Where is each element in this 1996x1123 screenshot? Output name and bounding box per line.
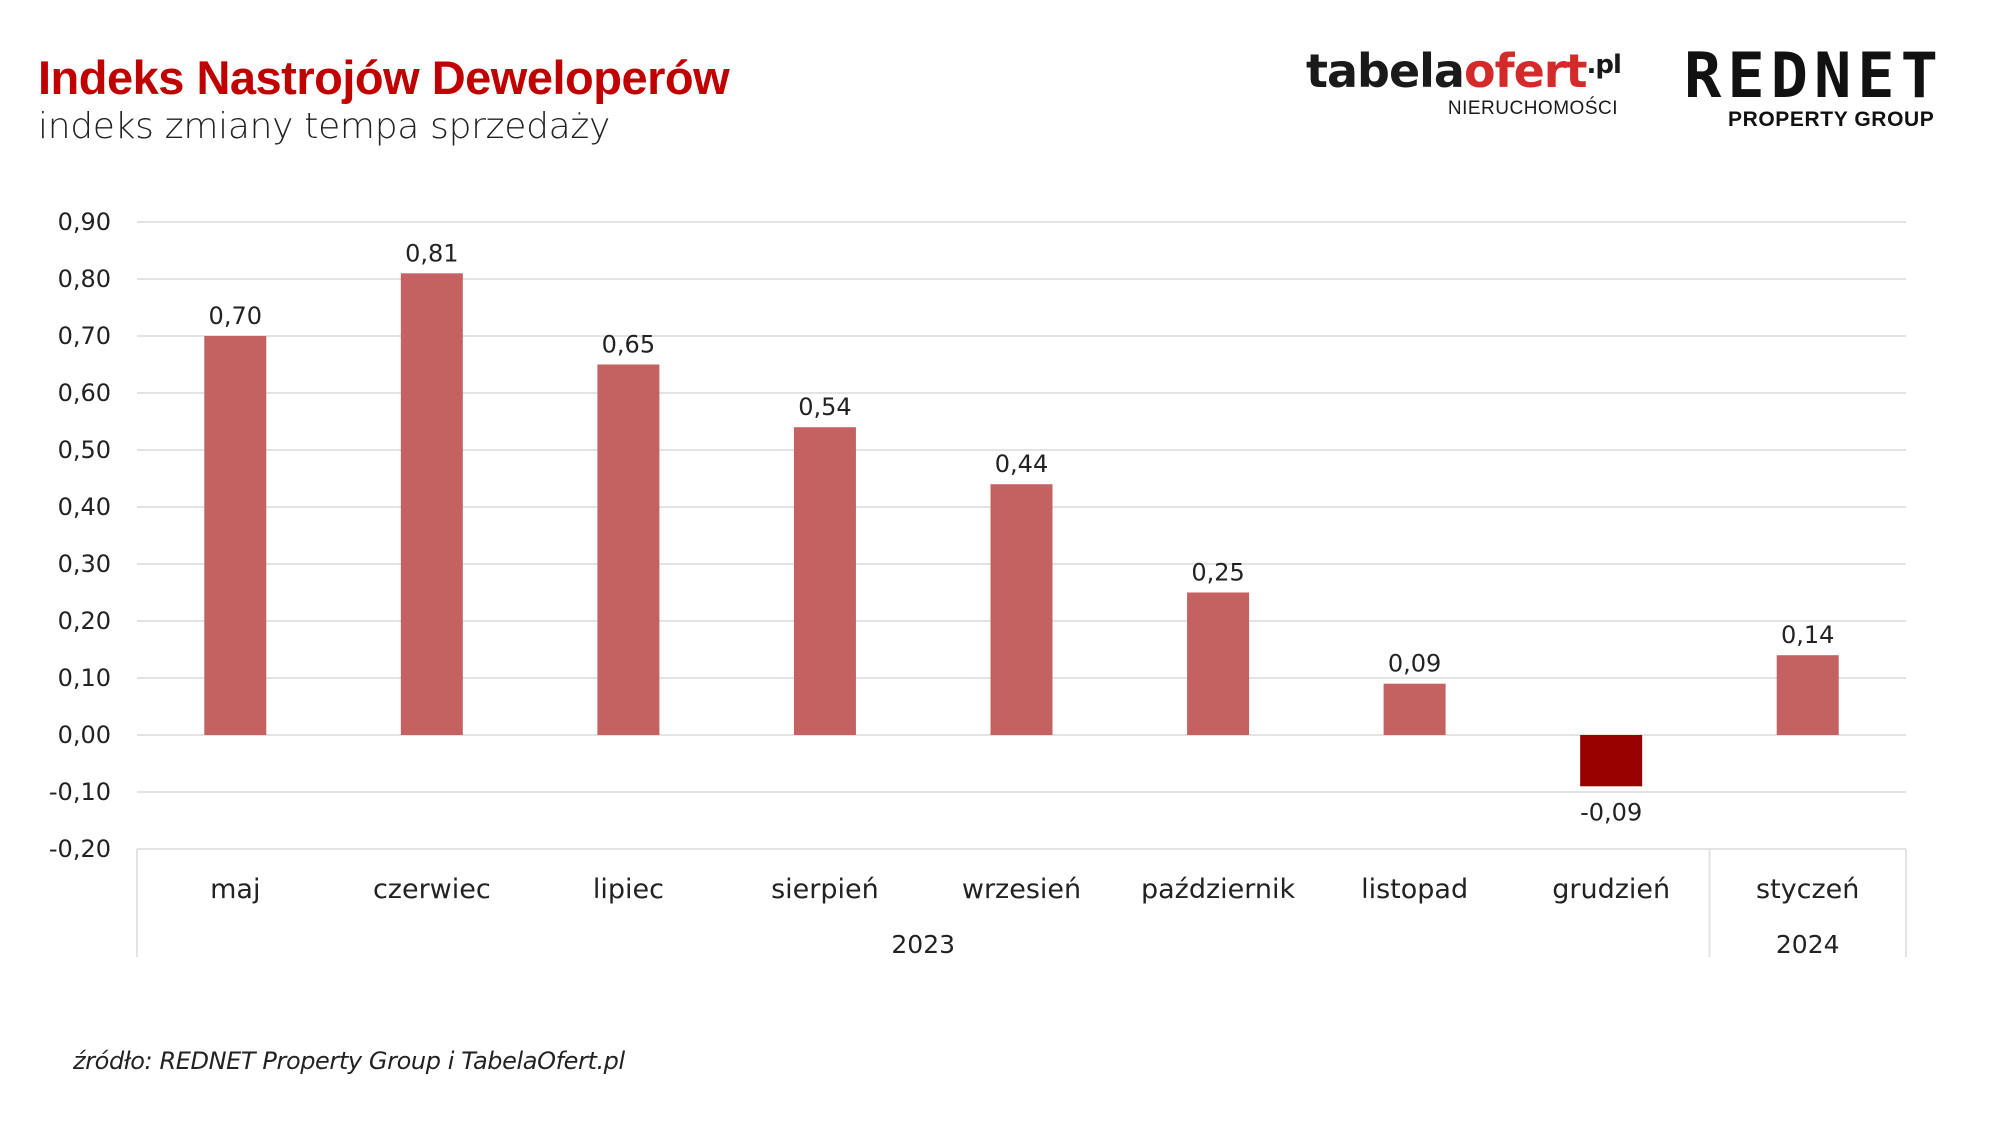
source-note: źródło: REDNET Property Group i TabelaOf… [73,1047,625,1075]
bar-wrzesień [990,484,1053,735]
category-label: grudzień [1552,874,1670,905]
tabelaofert-suffix: .pl [1586,50,1621,80]
bar-grudzień [1580,735,1643,787]
y-tick-label: 0,60 [58,379,111,407]
data-labels: 0,70 0,81 0,65 0,54 0,44 0,25 0,09 -0,09 0,14 [209,239,1835,826]
y-tick-label: 0,20 [58,607,111,635]
category-label: styczeń [1756,874,1859,905]
y-tick-label: -0,10 [49,778,111,806]
bar-styczeń [1776,655,1839,735]
y-tick-label: 0,50 [58,436,111,464]
bar-sierpień [793,427,856,735]
tabelaofert-red-text: ofert [1463,44,1587,98]
data-label: 0,44 [995,450,1048,478]
category-label: maj [210,874,260,905]
x-axis: maj czerwiec lipiec sierpień wrzesień paździe… [136,848,1907,959]
y-tick-label: 0,30 [58,550,111,578]
rednet-logo: REDNET PROPERTY GROUP [1680,44,1980,134]
tabelaofert-dark-text: tabela [1306,44,1465,98]
category-label: lipiec [593,874,664,905]
data-label: 0,09 [1388,650,1441,678]
chart-subtitle: indeks zmiany tempa sprzedaży [38,106,611,147]
y-tick-label: 0,00 [58,721,111,749]
bar-maj [204,336,267,735]
y-tick-label: 0,10 [58,664,111,692]
data-label: 0,14 [1781,621,1834,649]
category-label: sierpień [771,874,879,905]
tabelaofert-wordmark: tabelaofert.pl [1306,44,1622,98]
y-axis: 0,90 0,80 0,70 0,60 0,50 0,40 0,30 0,20 0,10 0,00… [49,208,111,863]
data-label: 0,70 [209,302,262,330]
chart-title: Indeks Nastrojów Deweloperów [38,51,730,104]
rednet-tagline: PROPERTY GROUP [1728,108,1935,131]
tabelaofert-tagline: NIERUCHOMOŚCI [1447,98,1618,119]
rednet-wordmark: REDNET [1684,39,1944,112]
year-group-label: 2024 [1776,930,1840,959]
data-label: 0,54 [798,393,851,421]
data-label: 0,25 [1191,559,1244,587]
bar-lipiec [597,364,660,735]
y-tick-label: 0,80 [58,265,111,293]
bar-październik [1187,592,1250,735]
category-label: czerwiec [373,874,491,905]
tabelaofert-logo: tabelaofert.pl NIERUCHOMOŚCI [1300,44,1630,130]
data-label: 0,81 [405,239,458,267]
bars [204,273,1839,787]
y-tick-label: -0,20 [49,835,111,863]
y-tick-label: 0,70 [58,322,111,350]
bar-listopad [1383,683,1446,735]
bar-czerwiec [400,273,463,735]
data-label: 0,65 [602,331,655,359]
year-group-label: 2023 [891,930,955,959]
category-label: październik [1141,874,1296,905]
category-label: wrzesień [962,874,1081,905]
category-label: listopad [1361,874,1468,905]
data-label: -0,09 [1580,798,1642,826]
y-tick-label: 0,40 [58,493,111,521]
y-tick-label: 0,90 [58,208,111,236]
